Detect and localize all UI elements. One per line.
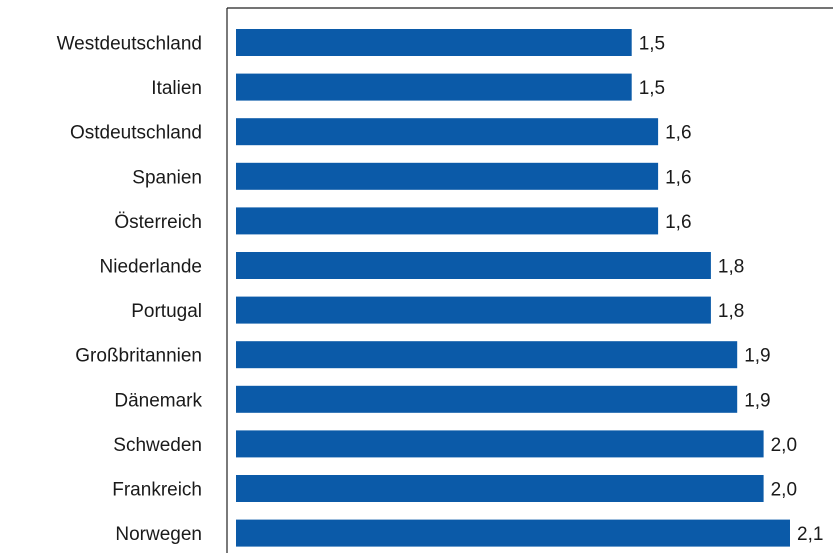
value-label-2: 1,6 bbox=[665, 123, 691, 144]
category-label-8: Dänemark bbox=[114, 390, 202, 411]
value-label-7: 1,9 bbox=[744, 346, 770, 367]
bar-0 bbox=[236, 29, 632, 56]
value-label-3: 1,6 bbox=[665, 167, 691, 188]
value-label-4: 1,6 bbox=[665, 212, 691, 233]
value-label-1: 1,5 bbox=[639, 78, 665, 99]
category-label-4: Österreich bbox=[114, 212, 202, 233]
category-label-6: Portugal bbox=[131, 301, 202, 322]
bar-7 bbox=[236, 341, 738, 369]
category-label-1: Italien bbox=[151, 78, 202, 99]
bar-2 bbox=[236, 118, 659, 146]
category-label-0: Westdeutschland bbox=[57, 34, 202, 55]
value-label-6: 1,8 bbox=[718, 301, 744, 322]
bar-3 bbox=[236, 162, 659, 190]
bars-group bbox=[236, 29, 790, 547]
bar-11 bbox=[236, 519, 790, 547]
value-label-9: 2,0 bbox=[771, 435, 797, 456]
value-label-5: 1,8 bbox=[718, 257, 744, 278]
bar-8 bbox=[236, 385, 738, 413]
category-label-7: Großbritannien bbox=[75, 346, 202, 367]
bar-1 bbox=[236, 73, 632, 101]
value-label-10: 2,0 bbox=[771, 480, 797, 501]
bar-9 bbox=[236, 430, 764, 458]
value-label-11: 2,1 bbox=[797, 524, 823, 545]
category-label-10: Frankreich bbox=[112, 480, 202, 501]
bar-6 bbox=[236, 296, 711, 324]
value-label-8: 1,9 bbox=[744, 390, 770, 411]
value-label-0: 1,5 bbox=[639, 34, 665, 55]
bar-4 bbox=[236, 207, 659, 235]
category-label-9: Schweden bbox=[113, 435, 202, 456]
value-labels: 1,5 1,5 1,6 1,6 1,6 1,8 1,8 1,9 1,9 2,0 2,0 2,1 bbox=[639, 34, 824, 546]
bar-10 bbox=[236, 475, 764, 502]
category-label-5: Niederlande bbox=[100, 257, 202, 278]
category-labels: Westdeutschland Italien Ostdeutschland Span… bbox=[57, 34, 203, 546]
category-label-2: Ostdeutschland bbox=[70, 123, 202, 144]
category-label-11: Norwegen bbox=[115, 524, 202, 545]
bar-5 bbox=[236, 252, 711, 279]
category-label-3: Spanien bbox=[132, 167, 202, 188]
